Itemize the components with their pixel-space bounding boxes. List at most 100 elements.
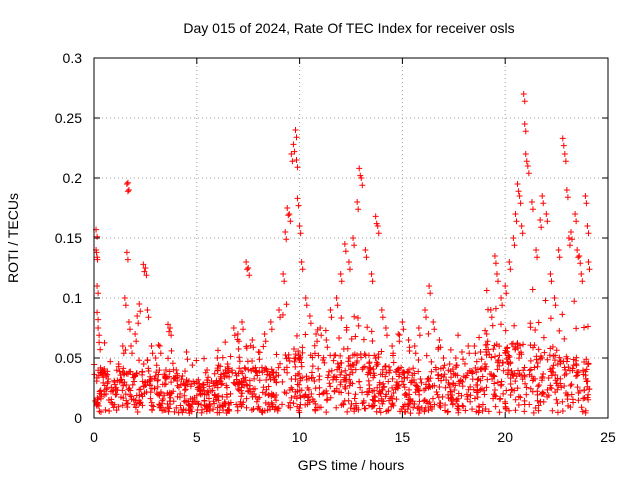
background-point xyxy=(423,352,430,359)
background-point xyxy=(475,375,482,382)
data-point xyxy=(512,211,519,217)
data-point xyxy=(268,326,275,333)
background-point xyxy=(559,407,566,414)
background-point xyxy=(231,380,238,387)
background-point xyxy=(385,378,392,385)
background-point xyxy=(423,398,430,405)
data-point xyxy=(498,295,505,301)
background-point xyxy=(582,407,589,414)
background-point xyxy=(568,381,575,388)
background-point xyxy=(360,336,367,343)
background-point xyxy=(402,390,409,397)
background-point xyxy=(97,408,104,415)
data-point xyxy=(302,295,309,301)
background-point xyxy=(232,370,239,377)
background-point xyxy=(541,349,548,356)
background-point xyxy=(327,383,334,390)
background-point xyxy=(376,405,383,412)
background-point xyxy=(423,381,430,388)
background-point xyxy=(506,407,513,414)
background-point xyxy=(505,369,512,376)
background-point xyxy=(502,347,509,354)
background-point xyxy=(575,369,582,376)
background-point xyxy=(223,393,230,400)
data-point xyxy=(529,206,536,213)
background-point xyxy=(583,366,590,373)
background-point xyxy=(162,380,169,387)
background-point xyxy=(247,388,254,395)
background-point xyxy=(342,385,349,392)
background-point xyxy=(120,365,127,372)
background-point xyxy=(547,382,554,389)
data-point xyxy=(288,151,295,157)
data-point xyxy=(405,337,412,343)
background-point xyxy=(306,399,313,406)
background-point xyxy=(373,408,380,415)
background-point xyxy=(504,358,511,365)
background-point xyxy=(372,394,379,401)
background-point xyxy=(499,359,506,366)
background-point xyxy=(436,400,443,407)
background-point xyxy=(309,363,316,370)
data-point xyxy=(179,373,186,379)
background-point xyxy=(292,388,299,395)
background-point xyxy=(123,400,130,407)
data-point xyxy=(124,188,131,195)
data-point xyxy=(507,266,514,273)
background-point xyxy=(199,406,206,413)
data-point xyxy=(452,355,459,361)
background-point xyxy=(448,374,455,381)
data-point xyxy=(436,337,443,343)
background-point xyxy=(473,408,480,415)
background-point xyxy=(92,398,99,405)
background-point xyxy=(390,359,397,366)
data-point xyxy=(145,314,152,321)
background-point xyxy=(503,387,510,394)
background-point xyxy=(418,379,425,386)
data-point xyxy=(472,350,479,357)
data-point xyxy=(193,379,200,385)
background-point xyxy=(110,404,117,411)
data-point xyxy=(477,349,484,355)
background-point xyxy=(447,388,454,395)
background-point xyxy=(175,409,182,416)
background-point xyxy=(527,342,534,349)
data-point xyxy=(123,181,130,187)
data-point xyxy=(572,211,579,217)
background-point xyxy=(459,378,466,385)
data-point xyxy=(523,158,530,165)
background-point xyxy=(111,401,118,408)
background-point xyxy=(436,383,443,390)
data-point xyxy=(563,187,570,193)
background-point xyxy=(550,369,557,376)
background-point xyxy=(496,362,503,369)
background-point xyxy=(491,342,498,349)
background-point xyxy=(355,322,362,329)
background-point xyxy=(204,379,211,386)
data-point xyxy=(180,380,187,387)
background-point xyxy=(415,387,422,394)
background-point xyxy=(338,368,345,375)
background-point xyxy=(165,355,172,362)
background-point xyxy=(102,406,109,413)
background-point xyxy=(399,369,406,376)
background-point xyxy=(295,348,302,355)
background-point xyxy=(451,387,458,394)
data-point xyxy=(447,368,454,375)
background-point xyxy=(117,377,124,384)
background-point xyxy=(481,391,488,398)
background-point xyxy=(540,390,547,397)
background-point xyxy=(585,360,592,367)
data-point xyxy=(358,175,365,181)
background-point xyxy=(129,381,136,388)
data-point xyxy=(168,332,175,339)
background-point xyxy=(482,327,489,334)
data-point xyxy=(585,259,592,265)
background-point xyxy=(133,392,140,399)
data-point xyxy=(487,307,494,313)
background-point xyxy=(455,332,462,339)
background-point xyxy=(450,370,457,377)
background-point xyxy=(165,408,172,415)
background-point xyxy=(263,386,270,393)
background-point xyxy=(565,402,572,409)
